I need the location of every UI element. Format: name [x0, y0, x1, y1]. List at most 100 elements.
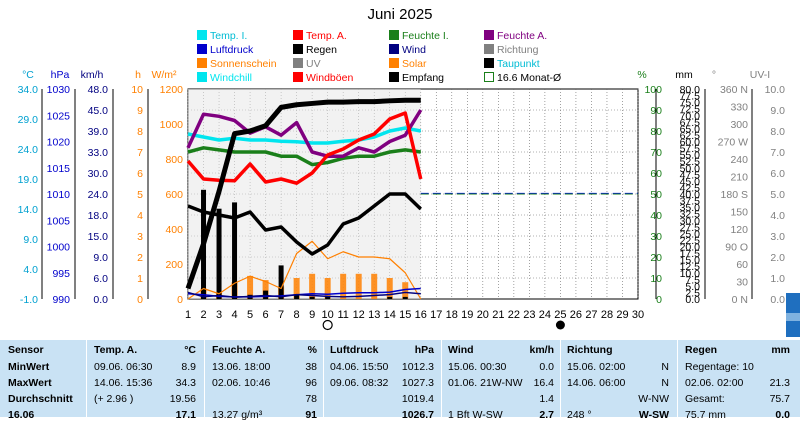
legend-item[interactable]: Feuchte A.	[484, 30, 547, 42]
legend-item[interactable]: Empfang	[389, 72, 444, 84]
rain-bar	[402, 296, 408, 299]
legend-item[interactable]: Feuchte I.	[389, 30, 449, 42]
tick-label-day: 7	[278, 309, 284, 321]
legend-label: Regen	[306, 44, 337, 56]
axis-unit: h	[135, 69, 141, 81]
legend-label: Sonnenschein	[210, 58, 277, 70]
tick-label-kmh: 30.0	[88, 168, 109, 180]
legend-swatch	[389, 30, 399, 40]
tick-label-day: 22	[508, 309, 520, 321]
legend-item[interactable]: Sonnenschein	[197, 58, 277, 70]
sunshine-bar	[371, 273, 378, 299]
tick-label-uvi: 10.0	[765, 84, 786, 96]
tick-label-h: 6	[137, 168, 143, 180]
tick-label-celsius: 19.0	[18, 174, 39, 186]
legend-label: Windböen	[306, 72, 354, 84]
tick-label-day: 16	[415, 309, 427, 321]
tick-label-day: 14	[384, 309, 396, 321]
legend: Temp. I. Temp. A. Feuchte I. Feuchte A. Luft…	[197, 30, 561, 86]
cell-regen-value: 21.3	[769, 377, 790, 389]
axis-unit: km/h	[81, 69, 104, 81]
tick-label-day: 30	[632, 309, 644, 321]
tick-label-uvi: 3.0	[770, 231, 785, 243]
tick-label-hpa: 1010	[47, 189, 71, 201]
tick-label-kmh: 39.0	[88, 126, 109, 138]
tick-label-h: 5	[137, 189, 143, 201]
sunshine-bar	[324, 278, 331, 299]
cell-wind-value: 1.4	[539, 393, 554, 405]
series-line-feuchte-i-	[187, 146, 421, 167]
tick-label-deg: 240	[730, 154, 748, 166]
tick-label-day: 8	[294, 309, 300, 321]
legend-swatch	[484, 72, 494, 82]
tick-label-h: 3	[137, 231, 143, 243]
tick-label-deg: 30	[736, 277, 748, 289]
tick-label-wm2: 400	[165, 224, 183, 236]
cell-regen-value: 0.0	[775, 409, 790, 421]
header-regen: Regen	[685, 344, 718, 356]
tick-label-mm: 22.5	[680, 235, 701, 247]
tick-label-day: 26	[570, 309, 582, 321]
tick-label-mm: 42.5	[680, 182, 701, 194]
tick-label-wm2: 1000	[160, 119, 184, 131]
tick-label-hpa: 995	[52, 268, 70, 280]
cell-feuchte-time: 13.06. 18:00	[212, 361, 271, 373]
cell-feuchte-value: 91	[305, 409, 317, 421]
scrollbar-thumb[interactable]	[786, 313, 800, 321]
tick-label-mm: 70.0	[680, 110, 701, 122]
sunshine-bar	[340, 273, 347, 299]
tick-label-h: 2	[137, 252, 143, 264]
cell-richtung-time: 15.06. 02:00	[567, 361, 626, 373]
sunshine-bar	[386, 278, 393, 299]
tick-label-mm: 55.0	[680, 150, 701, 162]
rain-bar	[278, 265, 284, 299]
cell-feuchte-value: 96	[305, 377, 317, 389]
cell-regen-time: Regentage: 10	[685, 361, 754, 373]
tick-label-deg: 120	[730, 224, 748, 236]
row-label: Durchschnitt	[8, 393, 73, 405]
legend-item[interactable]: Temp. A.	[293, 30, 347, 42]
tick-label-uvi: 4.0	[770, 210, 785, 222]
legend-item[interactable]: Solar	[389, 58, 427, 70]
legend-item[interactable]: UV	[293, 58, 321, 70]
tick-label-mm: 27.5	[680, 222, 701, 234]
tick-label-mm: 12.5	[680, 261, 701, 273]
legend-item[interactable]: Luftdruck	[197, 44, 253, 56]
legend-item[interactable]: Regen	[293, 44, 337, 56]
sunshine-bar	[402, 282, 409, 299]
legend-swatch	[197, 30, 207, 40]
cell-richtung-value: W-SW	[638, 409, 669, 421]
tick-label-kmh: 45.0	[88, 105, 109, 117]
tick-label-mm: 25.0	[680, 228, 701, 240]
legend-item[interactable]: Temp. I.	[197, 30, 247, 42]
cell-wind-time: 1 Bft W-SW	[448, 409, 503, 421]
tick-label-wm2: 800	[165, 154, 183, 166]
rain-bar	[232, 202, 238, 299]
legend-label: Feuchte I.	[402, 30, 449, 42]
tick-label-mm: 57.5	[680, 143, 701, 155]
legend-item[interactable]: 16.6 Monat-Ø	[484, 72, 561, 84]
legend-item[interactable]: Richtung	[484, 44, 538, 56]
legend-item[interactable]: Taupunkt	[484, 58, 540, 70]
column-divider	[86, 340, 87, 417]
tick-label-h: 10	[131, 84, 143, 96]
legend-item[interactable]: Windböen	[293, 72, 353, 84]
cell-feuchte-time: 02.06. 10:46	[212, 377, 271, 389]
sunshine-bar	[262, 280, 269, 299]
series-line-taupunkt	[187, 192, 422, 256]
tick-label-kmh: 0.0	[93, 294, 108, 306]
tick-label-mm: 15.0	[680, 255, 701, 267]
legend-swatch	[197, 44, 207, 54]
tick-label-uvi: 8.0	[770, 126, 785, 138]
cell-druck-value: 1026.7	[401, 409, 434, 421]
weather-chart: 34.029.024.019.014.09.04.0-1.01030102510…	[18, 69, 786, 331]
tick-label-celsius: 34.0	[18, 84, 39, 96]
tick-label-wm2: 600	[165, 189, 183, 201]
legend-item[interactable]: Wind	[389, 44, 426, 56]
tick-label-h: 9	[137, 105, 143, 117]
cell-wind-value: 0.0	[539, 361, 554, 373]
tick-label-celsius: 24.0	[18, 144, 39, 156]
header-temp: Temp. A.	[94, 344, 138, 356]
legend-item[interactable]: Windchill	[197, 72, 252, 84]
cell-regen-value: 75.7	[769, 393, 790, 405]
